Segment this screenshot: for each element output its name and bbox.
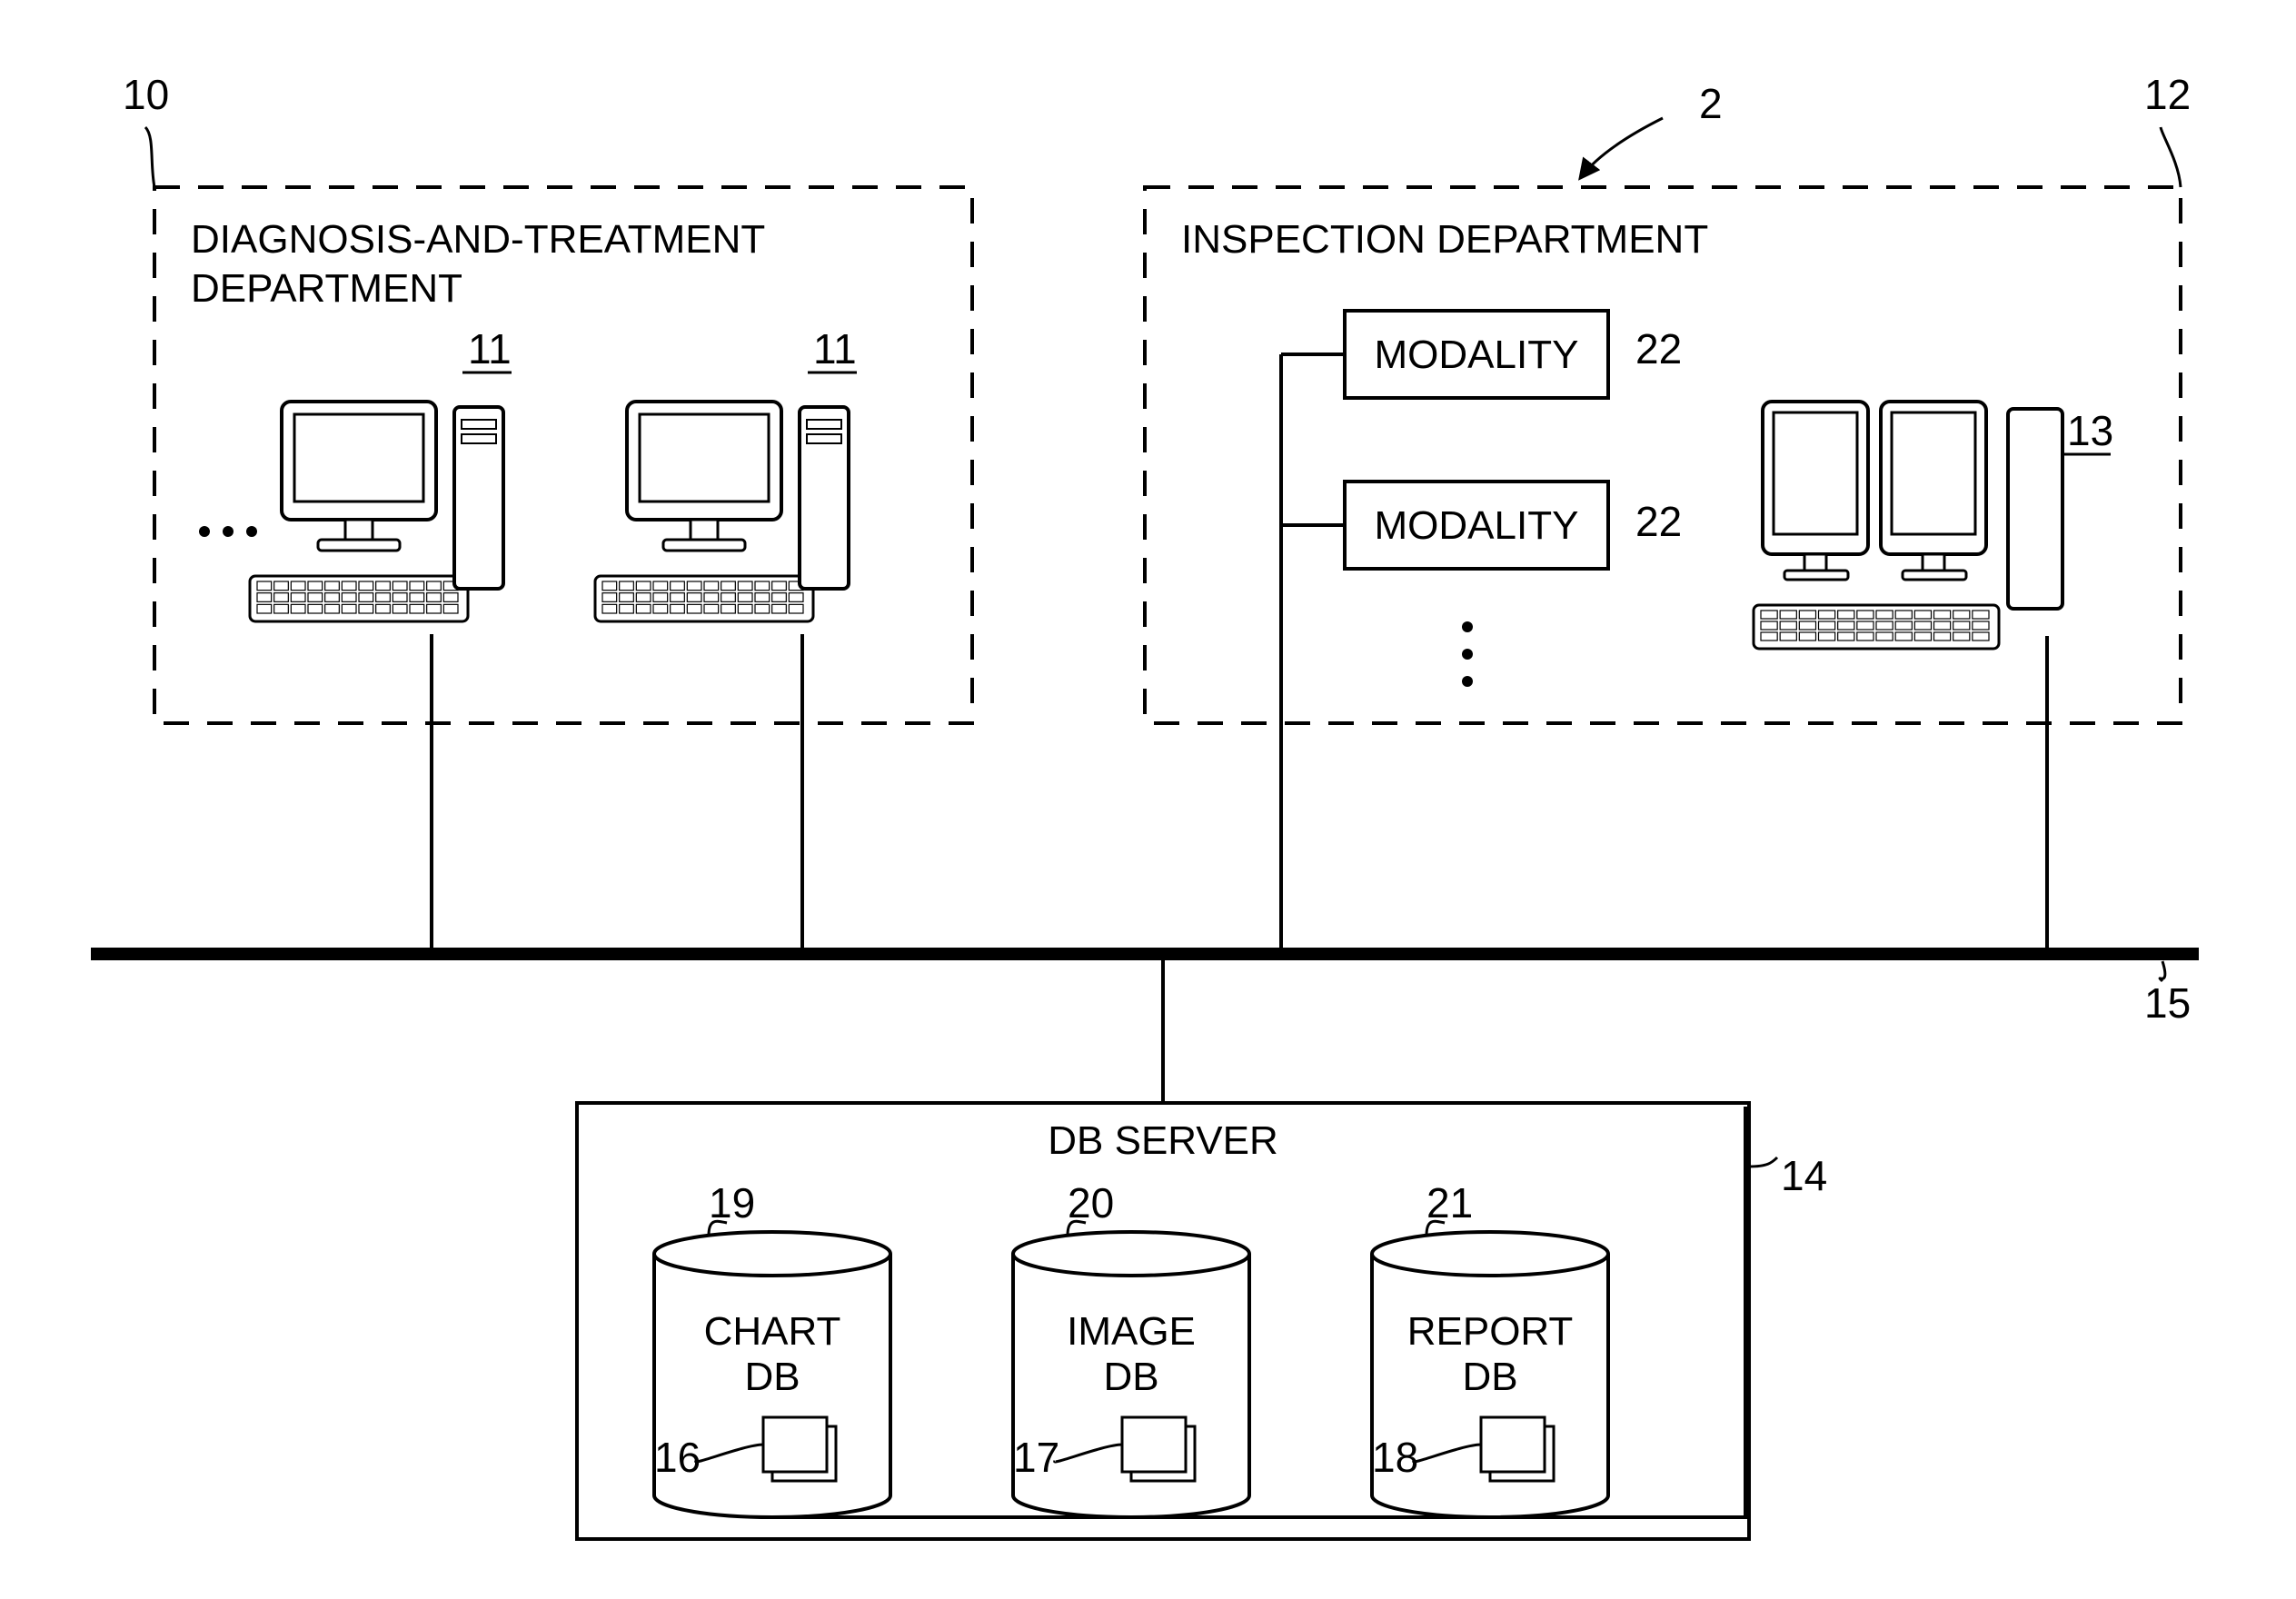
ref-15: 15 bbox=[2144, 979, 2191, 1027]
db-label1-2: REPORT bbox=[1407, 1309, 1574, 1354]
leader-12 bbox=[2161, 127, 2181, 187]
modality-label-0: MODALITY bbox=[1375, 333, 1579, 377]
leader-15 bbox=[2160, 961, 2165, 981]
arrow-2 bbox=[1581, 118, 1663, 177]
ref-13: 13 bbox=[2067, 407, 2113, 454]
modality-label-1: MODALITY bbox=[1375, 503, 1579, 548]
modality-vdots bbox=[1462, 621, 1473, 632]
ellipsis-dot bbox=[223, 526, 234, 537]
diagnosis-dept-title-1: DIAGNOSIS-AND-TREATMENT bbox=[191, 217, 765, 262]
ref-2: 2 bbox=[1699, 80, 1723, 127]
ellipsis-dot bbox=[246, 526, 257, 537]
ref-19: 19 bbox=[709, 1179, 755, 1227]
diagnosis-dept-title-2: DEPARTMENT bbox=[191, 266, 462, 311]
db-label1-0: CHART bbox=[704, 1309, 841, 1354]
inspection-dept-title: INSPECTION DEPARTMENT bbox=[1181, 217, 1708, 262]
ellipsis-dot bbox=[199, 526, 210, 537]
ref-14: 14 bbox=[1781, 1152, 1827, 1199]
leader-14 bbox=[1749, 1157, 1777, 1167]
ref-10: 10 bbox=[123, 71, 169, 118]
ref-21: 21 bbox=[1426, 1179, 1473, 1227]
ref-12: 12 bbox=[2144, 71, 2191, 118]
diagnosis-pc-1 bbox=[595, 402, 849, 634]
ref-22-0: 22 bbox=[1635, 325, 1682, 372]
ref-11-1: 11 bbox=[813, 325, 857, 372]
ref-18: 18 bbox=[1372, 1434, 1418, 1481]
db-label2-2: DB bbox=[1462, 1355, 1517, 1399]
doc-front-1 bbox=[1122, 1417, 1186, 1472]
doc-front-0 bbox=[763, 1417, 827, 1472]
modality-vdots bbox=[1462, 676, 1473, 687]
ref-22-1: 22 bbox=[1635, 498, 1682, 545]
ref-11-0: 11 bbox=[468, 325, 512, 372]
leader-10 bbox=[145, 127, 154, 187]
inspection-workstation bbox=[1754, 402, 2062, 649]
doc-front-2 bbox=[1481, 1417, 1545, 1472]
db-label2-0: DB bbox=[744, 1355, 800, 1399]
modality-vdots bbox=[1462, 649, 1473, 660]
db-label2-1: DB bbox=[1103, 1355, 1158, 1399]
ref-17: 17 bbox=[1013, 1434, 1059, 1481]
db-label1-1: IMAGE bbox=[1067, 1309, 1196, 1354]
db-server-title: DB SERVER bbox=[1048, 1118, 1278, 1163]
diagnosis-pc-0 bbox=[250, 402, 503, 634]
ref-16: 16 bbox=[654, 1434, 701, 1481]
ref-20: 20 bbox=[1068, 1179, 1114, 1227]
